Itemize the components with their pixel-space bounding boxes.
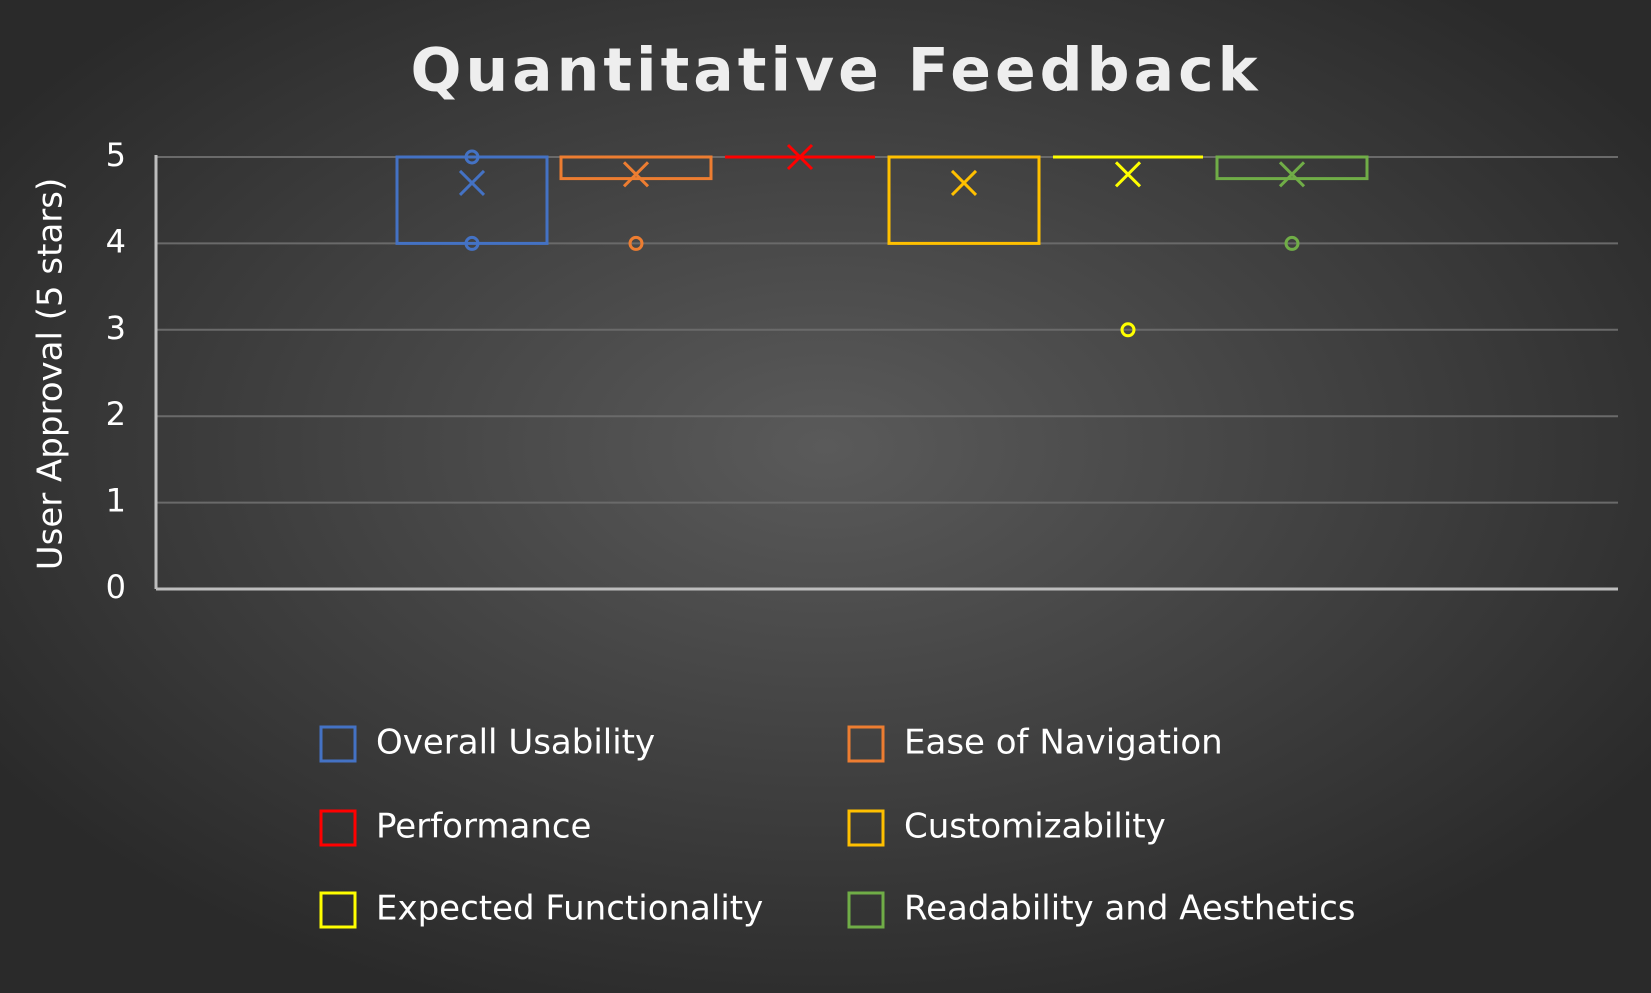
legend-label: Customizability [904,807,1166,847]
mean-marker [1114,161,1142,188]
legend-label: Performance [376,807,591,847]
legend-swatch [847,891,885,929]
y-tick-label: 2 [106,395,126,433]
y-tick-label: 3 [106,309,126,347]
mean-marker [622,161,650,188]
legend-swatch [319,725,357,763]
data-point [1120,322,1136,338]
y-axis-label: User Approval (5 stars) [31,178,71,571]
y-tick-label: 0 [106,568,126,606]
y-tick-label: 1 [106,482,126,520]
y-tick-label: 4 [106,222,126,260]
mean-marker [786,143,814,171]
data-point [628,235,644,251]
legend-swatch [319,809,357,847]
legend-label: Readability and Aesthetics [904,889,1356,929]
legend-label: Expected Functionality [376,889,763,929]
legend-label: Overall Usability [376,723,655,763]
mean-marker [458,169,486,196]
legend-swatch [847,809,885,847]
legend-label: Ease of Navigation [904,723,1223,763]
legend-swatch [847,725,885,763]
mean-marker [950,169,978,196]
chart-title: Quantitative Feedback [410,36,1261,106]
data-point [464,149,480,165]
data-point [464,235,480,251]
data-point [1284,235,1300,251]
mean-marker [1278,161,1306,188]
legend-swatch [319,891,357,929]
y-tick-label: 5 [106,136,126,174]
